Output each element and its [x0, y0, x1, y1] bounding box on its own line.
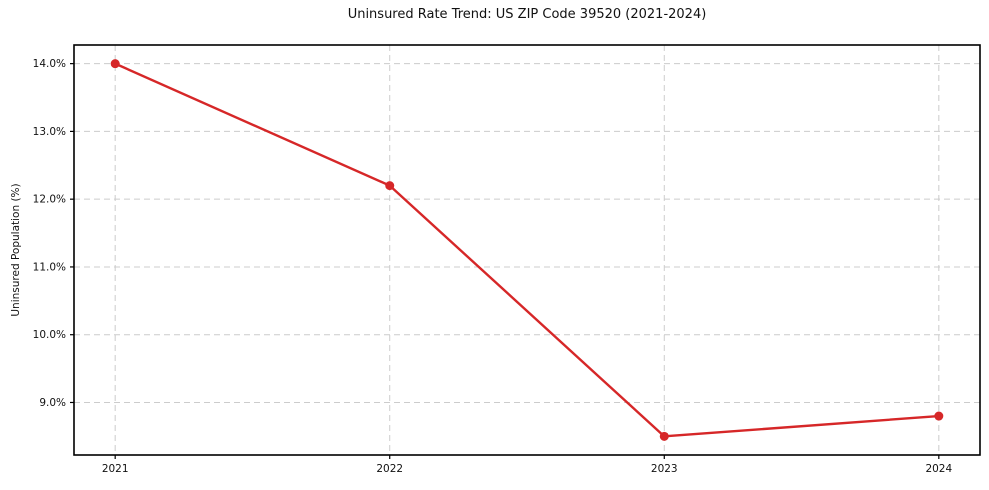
data-point-marker	[659, 431, 669, 441]
y-tick-label: 11.0%	[33, 261, 66, 273]
y-tick-label: 10.0%	[33, 329, 66, 341]
x-tick-label: 2022	[376, 463, 403, 475]
y-tick-label: 12.0%	[33, 194, 66, 206]
data-point-marker	[934, 411, 944, 421]
data-point-marker	[110, 59, 120, 69]
chart-title: Uninsured Rate Trend: US ZIP Code 39520 …	[347, 7, 707, 22]
y-tick-label: 13.0%	[33, 126, 66, 138]
plot-border	[73, 44, 981, 456]
x-tick-label: 2024	[925, 463, 952, 475]
data-point-marker	[385, 181, 395, 191]
y-tick-label: 14.0%	[33, 58, 66, 70]
y-tick-label: 9.0%	[39, 397, 66, 409]
x-tick-label: 2021	[102, 463, 129, 475]
trend-line	[113, 62, 941, 438]
x-tick-label: 2023	[651, 463, 678, 475]
